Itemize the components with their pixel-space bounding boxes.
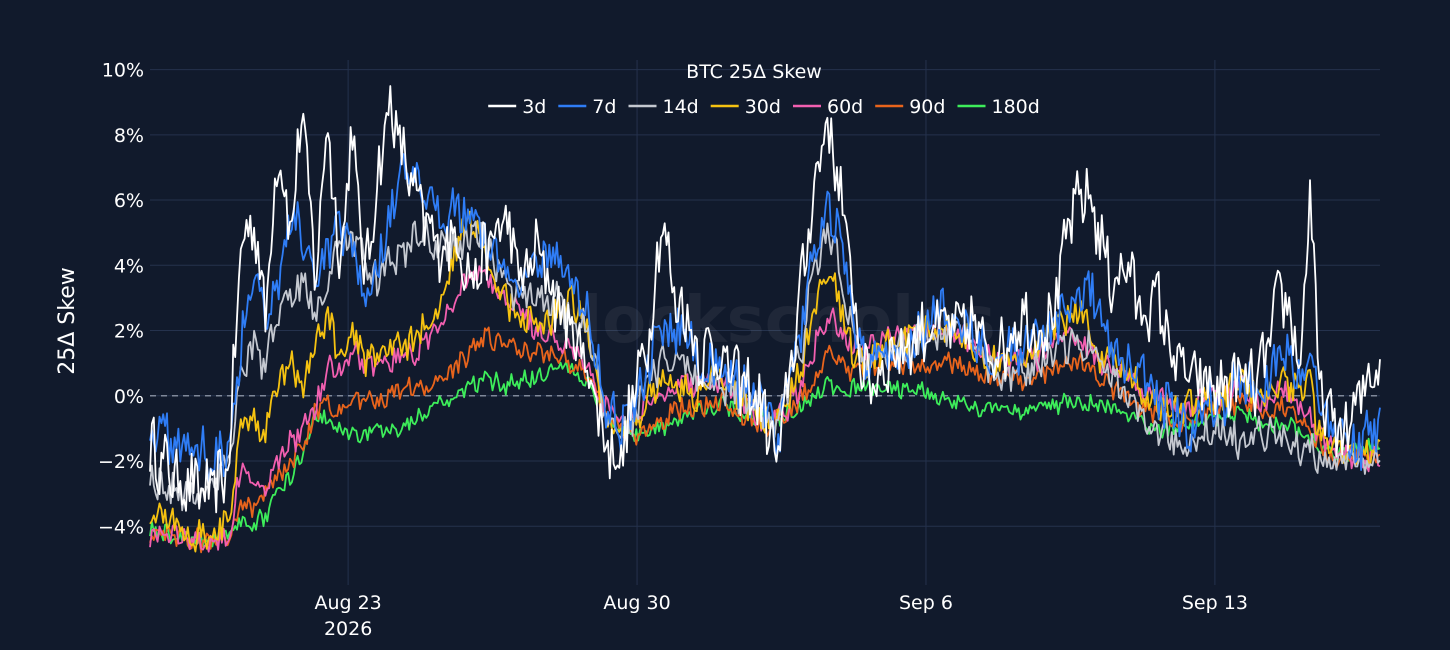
- legend-item-30d[interactable]: 30d: [710, 96, 781, 118]
- y-tick-label: 0%: [114, 386, 144, 408]
- x-axis-ticks: Aug 23 2026 Aug 30 Sep 6 Sep 13: [314, 592, 1247, 640]
- legend-item-90d[interactable]: 90d: [875, 96, 945, 118]
- y-tick-label: 4%: [114, 255, 144, 277]
- y-axis-label: 25Δ Skew: [55, 267, 80, 375]
- legend-label: 90d: [909, 96, 945, 118]
- x-tick-label: Aug 30: [603, 592, 670, 614]
- y-tick-label: 2%: [114, 321, 144, 343]
- series-lines: [149, 85, 1381, 554]
- x-tick-label: Sep 6: [899, 592, 953, 614]
- legend-label: 60d: [827, 96, 863, 118]
- legend-label: 3d: [522, 96, 546, 118]
- y-tick-label: 6%: [114, 190, 144, 212]
- x-tick-label: Aug 23: [314, 592, 381, 614]
- legend-item-180d[interactable]: 180d: [957, 96, 1040, 118]
- legend-label: 180d: [992, 96, 1040, 118]
- series-line-30d: [149, 210, 1381, 553]
- legend-label: 30d: [745, 96, 781, 118]
- y-tick-label: −4%: [98, 516, 144, 538]
- legend-item-14d[interactable]: 14d: [628, 96, 699, 118]
- legend[interactable]: 3d 7d 14d 30d 60d 90d 180d: [488, 96, 1040, 118]
- y-tick-label: 10%: [102, 60, 144, 82]
- legend-label: 14d: [663, 96, 699, 118]
- chart-title: BTC 25Δ Skew: [686, 61, 822, 83]
- y-tick-label: 8%: [114, 125, 144, 147]
- legend-item-7d[interactable]: 7d: [558, 96, 616, 118]
- x-tick-sublabel: 2026: [324, 618, 372, 640]
- legend-label: 7d: [592, 96, 616, 118]
- x-tick-label: Sep 13: [1182, 592, 1248, 614]
- y-tick-label: −2%: [98, 451, 144, 473]
- series-line-7d: [149, 153, 1381, 484]
- series-line-3d: [149, 85, 1381, 514]
- y-axis-ticks: 10% 8% 6% 4% 2% 0% −2% −4%: [98, 60, 144, 539]
- legend-item-60d[interactable]: 60d: [793, 96, 863, 118]
- legend-item-3d[interactable]: 3d: [488, 96, 546, 118]
